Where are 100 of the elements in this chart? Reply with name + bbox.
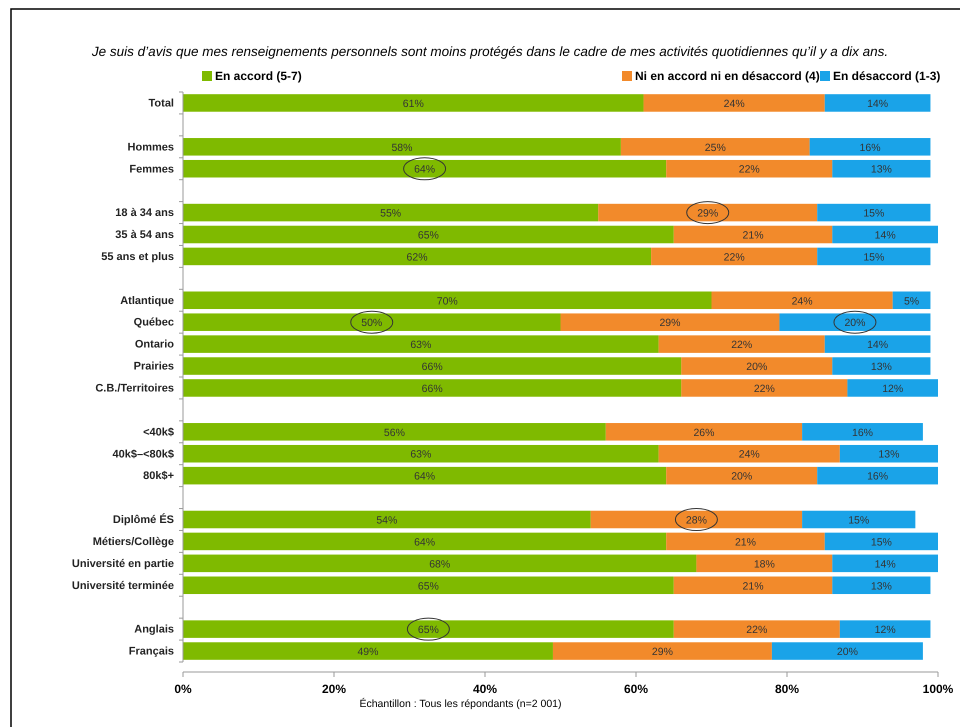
data-label: 21% [742,230,764,242]
bar [847,379,938,397]
bar [620,138,810,156]
data-label: 22% [738,164,760,176]
x-tick-label: 60% [624,682,648,696]
data-label: 24% [792,295,813,308]
y-tick-label: Atlantique [120,294,174,307]
data-label: 64% [414,164,436,176]
bar [183,576,674,594]
data-label: 24% [738,448,760,461]
data-label: 5% [904,295,920,308]
y-tick-label: Femmes [129,163,174,176]
legend-label: En désaccord (1-3) [833,69,940,83]
data-label: 65% [418,580,439,592]
data-label: 29% [697,208,718,220]
bar [651,248,818,266]
bar [832,226,938,244]
bar [681,379,848,397]
bar [802,510,916,528]
bar [817,466,938,484]
data-label: 55% [380,208,402,220]
data-label: 16% [852,426,874,439]
data-label: 68% [429,558,450,570]
x-tick-label: 100% [922,682,954,696]
text: Échantillon : Tous les répondants (n=2 001) [359,697,562,710]
bar [674,576,832,594]
data-label: 16% [867,470,888,483]
bar [644,94,825,112]
bar [666,160,832,178]
y-tick-label: Ontario [134,338,174,351]
bar [779,313,930,331]
data-label: 70% [436,295,458,308]
bar [183,532,666,550]
x-tick-label: 40% [472,682,498,696]
data-label: 20% [836,646,858,658]
data-label: 56% [384,426,405,439]
bar [606,423,802,441]
data-label: 15% [848,514,870,526]
data-label: 20% [746,361,768,374]
data-label: 13% [878,448,900,461]
bar [810,138,930,156]
bar [772,642,923,660]
data-label: 13% [870,580,892,592]
bar [832,554,938,572]
bar [696,554,832,572]
data-label: 63% [410,339,432,352]
data-label: 28% [686,514,707,526]
chart-title: Je suis d’avis que mes renseignements personnels sont moins protégés dans le cadre de mes activités quotidiennes qu’il y a dix ans. [90,44,888,59]
bar [658,444,840,462]
data-label: 25% [704,142,726,154]
data-label: 62% [406,251,428,264]
x-tick-label: 80% [774,682,800,696]
data-label: 18% [754,558,775,570]
bar [183,379,682,397]
bar [183,620,674,638]
y-tick-label: Québec [134,316,174,329]
data-label: 63% [410,448,432,461]
data-label: 13% [870,164,892,176]
bar [590,510,802,528]
data-label: 65% [418,230,439,242]
y-tick-label: 35 à 54 ans [115,229,174,242]
data-label: 15% [863,208,884,220]
bar [598,204,818,222]
y-tick-label: Prairies [134,360,174,373]
data-label: 54% [376,514,398,526]
data-label: 20% [844,317,866,330]
data-label: 50% [361,317,382,330]
bar [183,204,598,222]
y-tick-label: <40k$ [143,426,174,438]
y-tick-label: Hommes [128,141,174,154]
y-tick-label: Anglais [134,624,174,636]
bar [712,292,893,310]
bar [832,357,930,375]
bar [681,357,832,375]
bar [802,423,923,441]
data-label: 66% [422,382,443,395]
data-label: 21% [742,580,764,592]
bar [183,335,659,353]
y-tick-label: Total [148,97,174,110]
bar [183,313,560,331]
data-label: 61% [402,98,424,110]
bar [832,160,930,178]
data-label: 21% [734,536,756,548]
bar [840,444,938,462]
bar [666,466,818,484]
data-label: 15% [870,536,892,548]
data-label: 26% [693,426,714,439]
bar [183,248,652,266]
data-label: 12% [882,382,904,395]
legend-label: En accord (5-7) [215,69,302,83]
bar [183,510,591,528]
bar [183,357,682,375]
bar [674,226,832,244]
data-label: 22% [731,339,752,352]
y-tick-label: Université en partie [72,558,174,570]
y-tick-label: 55 ans et plus [101,250,174,263]
bar [183,642,553,660]
bar [824,335,930,353]
y-tick-label: 40k$–<80k$ [112,448,174,460]
data-label: 65% [418,624,439,636]
